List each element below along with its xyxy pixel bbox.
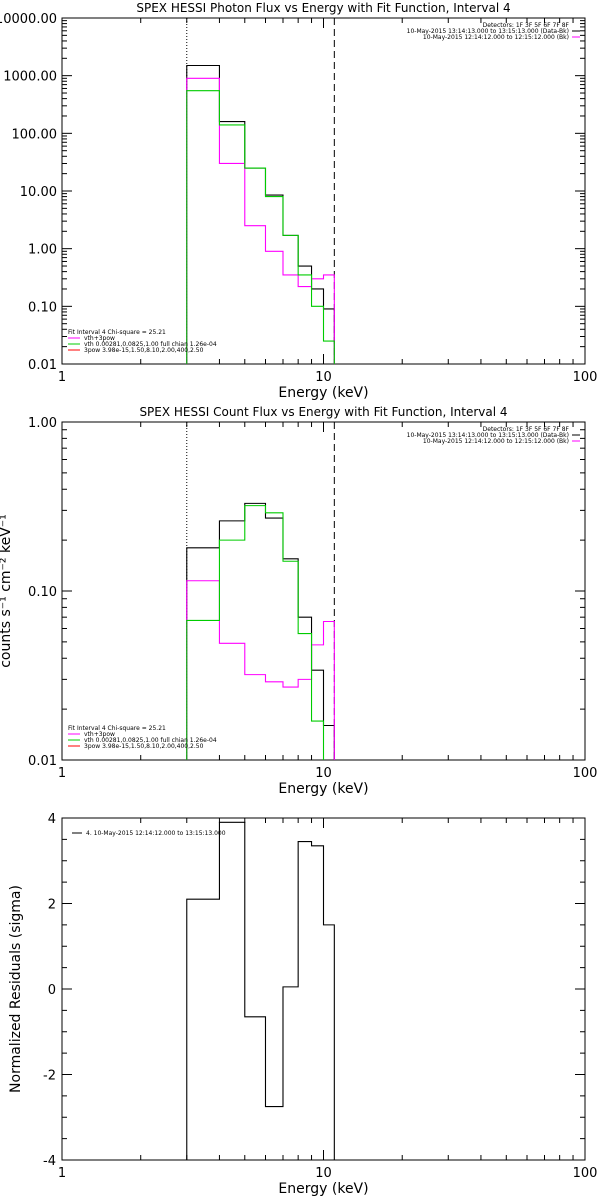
x-tick-label: 10 xyxy=(315,766,332,781)
legend-top-entry: 10-May-2015 12:14:12.000 to 12:15:12.000… xyxy=(423,34,569,41)
chart-panel-2: SPEX HESSI Count Flux vs Energy with Fit… xyxy=(0,405,598,797)
x-tick-label: 100 xyxy=(573,370,598,385)
y-tick-label: -2 xyxy=(43,1069,56,1084)
y-tick-label: 10000.00 xyxy=(0,12,57,27)
legend-bottom-entry: vth+3pow xyxy=(84,731,115,738)
x-tick-label: 100 xyxy=(573,1166,598,1181)
legend-top-entry: 10-May-2015 12:14:12.000 to 12:15:12.000… xyxy=(423,438,569,445)
x-tick-label: 10 xyxy=(315,1166,332,1181)
y-tick-label: 0.10 xyxy=(28,300,57,315)
series-vth-3pow-line xyxy=(186,505,325,760)
series-group xyxy=(186,64,335,364)
legend-top-entry: 10-May-2015 13:14:13.000 to 13:15:13.000… xyxy=(407,28,569,35)
y-axis-label: Normalized Residuals (sigma) xyxy=(8,885,24,1093)
legend-top-entry: 10-May-2015 13:14:13.000 to 13:15:13.000… xyxy=(407,432,569,439)
series-data-bk-line xyxy=(186,502,335,760)
x-axis-label: Energy (keV) xyxy=(278,781,368,797)
chart-title: SPEX HESSI Count Flux vs Energy with Fit… xyxy=(139,405,507,419)
legend-entry: 4. 10-May-2015 12:14:12.000 to 13:15:13.… xyxy=(86,830,226,837)
x-tick-label: 1 xyxy=(58,1166,66,1181)
x-tick-label: 1 xyxy=(58,370,66,385)
series-group xyxy=(186,821,335,1160)
legend-top-entry: Detectors: 1F 3F 5F 6F 7F 8F xyxy=(483,426,570,433)
series-residuals-line xyxy=(186,821,335,1160)
y-tick-label: 1.00 xyxy=(28,416,57,431)
x-tick-label: 10 xyxy=(315,370,332,385)
y-tick-label: 0.01 xyxy=(28,358,57,373)
y-tick-label: 1.00 xyxy=(28,243,57,258)
series-vth-3pow-line xyxy=(186,90,335,364)
x-axis-label: Energy (keV) xyxy=(278,1181,368,1197)
series-group xyxy=(186,502,335,760)
y-tick-label: 100.00 xyxy=(12,127,58,142)
y-tick-label: 0.10 xyxy=(28,585,57,600)
chart-panel-3: 1 10 100 Energy (keV) -4 -2 0 2 4 Normalized Resi… xyxy=(8,812,597,1197)
y-tick-label: 10.00 xyxy=(20,185,57,200)
legend-bottom-entry: 3pow 3.98e-15,1.50,8.10,2.00,400,2.50 xyxy=(84,347,204,354)
legend-bottom-entry: vth 0.00281,0.0825,1.00 full chian 1.26e… xyxy=(84,341,217,348)
series-bk-line xyxy=(186,77,335,364)
x-tick-label: 1 xyxy=(58,766,66,781)
series-data-bk-line xyxy=(186,64,335,364)
y-tick-label: -4 xyxy=(43,1154,56,1169)
legend-bottom-entry: vth+3pow xyxy=(84,335,115,342)
y-tick-label: 0 xyxy=(48,983,56,998)
x-axis-label: Energy (keV) xyxy=(278,385,368,401)
y-axis-label: counts s⁻¹ cm⁻² keV⁻¹ xyxy=(0,514,14,668)
x-tick-label: 100 xyxy=(573,766,598,781)
legend-bottom-entry: vth 0.00281,0.0825,1.00 full chian 1.26e… xyxy=(84,737,217,744)
y-tick-label: 1000.00 xyxy=(3,70,57,85)
legend-bottom-entry: 3pow 3.98e-15,1.50,8.10,2.00,400,2.50 xyxy=(84,743,204,750)
y-tick-label: 4 xyxy=(48,812,56,827)
chart-title: SPEX HESSI Photon Flux vs Energy with Fi… xyxy=(136,1,510,15)
y-tick-label: 0.01 xyxy=(28,754,57,769)
legend-bottom-entry: Fit Interval 4 Chi-square = 25.21 xyxy=(68,329,166,336)
y-tick-label: 2 xyxy=(48,898,56,913)
series-bk-line xyxy=(186,580,335,760)
chart-panel-1: SPEX HESSI Photon Flux vs Energy with Fi… xyxy=(0,1,597,401)
legend-bottom-entry: Fit Interval 4 Chi-square = 25.21 xyxy=(68,725,166,732)
legend-top-entry: Detectors: 1F 3F 5F 6F 7F 8F xyxy=(483,22,570,29)
